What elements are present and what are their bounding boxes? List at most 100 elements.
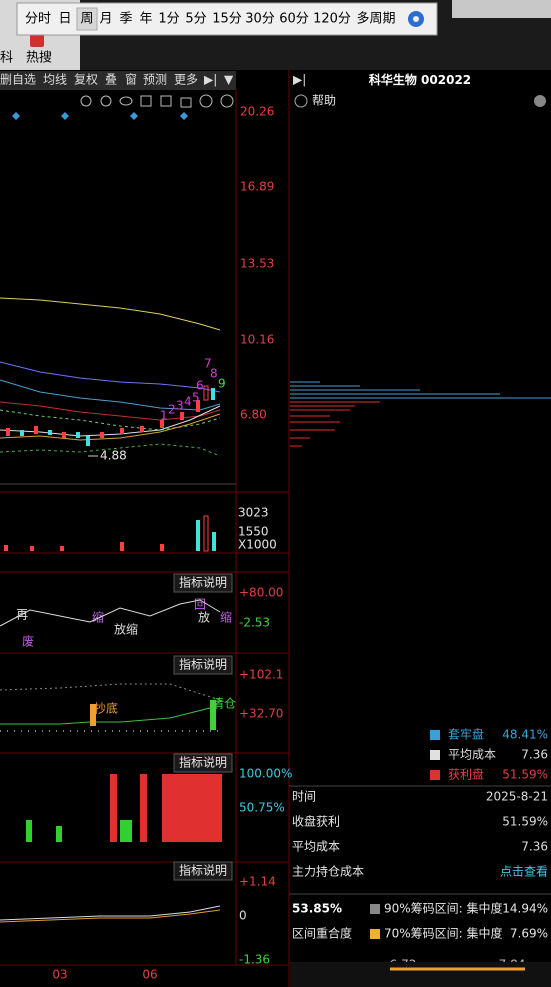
icon[interactable]: [140, 95, 152, 107]
icon[interactable]: [220, 94, 234, 108]
period-button[interactable]: 15分: [212, 12, 242, 27]
overlap-label: 区间重合度: [292, 926, 352, 941]
icon[interactable]: [199, 94, 213, 108]
legend-label: 平均成本: [448, 748, 496, 762]
volume-bar: [160, 544, 164, 551]
ma-line: [0, 297, 221, 331]
period-button[interactable]: 多周期: [356, 11, 395, 27]
candle: [120, 428, 124, 434]
period-button[interactable]: 1分: [158, 12, 179, 27]
period-button[interactable]: 5分: [185, 12, 206, 27]
volume-bars: [4, 515, 216, 552]
band-value: 7.69%: [510, 927, 548, 941]
candle: [76, 432, 80, 438]
chip-distribution: [290, 381, 551, 447]
period-button[interactable]: 60分: [279, 12, 309, 27]
candle: [86, 436, 90, 446]
candle: [100, 432, 104, 438]
indicator-help-label[interactable]: 指标说明: [179, 863, 227, 878]
chart-tool[interactable]: 窗: [125, 73, 137, 87]
ma-line: [0, 409, 221, 431]
period-button[interactable]: 日: [58, 12, 71, 27]
indicator-label: 废: [22, 634, 34, 649]
toolbar-collapse[interactable]: ▶|: [204, 73, 217, 87]
side-tab[interactable]: 热搜: [26, 51, 52, 66]
period-button[interactable]: 年: [139, 12, 152, 27]
icon[interactable]: [119, 96, 133, 106]
legend-swatch: [430, 750, 440, 760]
icon[interactable]: [180, 97, 192, 108]
stock-code: 002022: [421, 73, 471, 87]
candle: [6, 428, 10, 436]
info-value: 51.59%: [502, 815, 548, 829]
indicator-label: 放缩: [114, 622, 138, 637]
indicator-tick-label: 50.75%: [239, 801, 285, 815]
chart-tool[interactable]: 叠: [105, 73, 117, 87]
ma-line: [0, 361, 221, 393]
sequence-label: 1: [160, 409, 168, 423]
sequence-label: 3: [176, 399, 184, 413]
icon[interactable]: [160, 95, 172, 107]
indicator-tick-label: -1.36: [239, 953, 270, 967]
chart-tool[interactable]: 复权: [74, 73, 98, 87]
period-button[interactable]: 季: [119, 12, 132, 27]
indicator-line: [0, 905, 221, 921]
info-value[interactable]: 点击查看: [500, 865, 548, 879]
candle: [196, 400, 200, 412]
indicator-label: 抄底: [94, 701, 118, 716]
icon[interactable]: [80, 95, 92, 107]
indicator-help-button[interactable]: [173, 861, 233, 881]
band-label: 90%筹码区间: 集中度: [384, 901, 503, 916]
volume-tick-label: X1000: [238, 538, 277, 552]
price-tick-label: 20.26: [240, 105, 274, 119]
help-icon[interactable]: [294, 94, 308, 108]
indicator-label: 缩: [92, 610, 104, 625]
signal-bar: [90, 704, 96, 726]
volume-tick-label: 3023: [238, 506, 269, 520]
indicator-help-button[interactable]: [173, 573, 233, 593]
sequence-label: 6: [196, 379, 204, 393]
indicator-help-button[interactable]: [173, 753, 233, 773]
indicator-help-label[interactable]: 指标说明: [179, 755, 227, 770]
hot-search-icon[interactable]: [30, 33, 44, 47]
indicator-tick-label: +80.00: [239, 586, 283, 600]
panel-toggle[interactable]: ▶|: [293, 73, 306, 87]
info-value: 2025-8-21: [486, 790, 548, 804]
indicator-help-label[interactable]: 指标说明: [179, 575, 227, 590]
indicator-tick-label: +32.70: [239, 707, 283, 721]
chart-tool[interactable]: 删自选: [0, 73, 36, 87]
chart-tool[interactable]: 预测: [143, 73, 167, 87]
period-button[interactable]: 120分: [313, 12, 351, 27]
toolbar-dropdown[interactable]: ▼: [224, 73, 234, 87]
concentration-ratio: 53.85%: [292, 902, 342, 916]
volume-bar: [60, 546, 64, 551]
marker[interactable]: [12, 112, 20, 120]
band-swatch: [370, 904, 380, 914]
sequence-label: 4: [184, 395, 192, 409]
period-button[interactable]: 分时: [25, 12, 51, 27]
volume-bar: [196, 520, 200, 551]
window-buttons: [452, 0, 551, 18]
indicator-help-button[interactable]: [173, 655, 233, 675]
help[interactable]: 帮助: [312, 94, 336, 108]
candle: [203, 385, 209, 401]
indicator-help-label[interactable]: 指标说明: [179, 657, 227, 672]
marker[interactable]: [130, 112, 138, 120]
icon[interactable]: [100, 95, 112, 107]
marker[interactable]: [61, 112, 69, 120]
price-tick-label: 10.16: [240, 333, 274, 347]
candles: [6, 385, 215, 446]
period-button[interactable]: 月: [99, 12, 112, 27]
sequence-label: 8: [210, 367, 218, 381]
marker[interactable]: [180, 112, 188, 120]
period-button[interactable]: 30分: [245, 12, 275, 27]
period-button[interactable]: 周: [80, 12, 93, 27]
side-tab[interactable]: 科: [0, 51, 13, 66]
chart-tool[interactable]: 更多: [174, 73, 198, 87]
settings-gear-hole: [413, 16, 419, 22]
candle: [34, 426, 38, 434]
legend-swatch: [430, 770, 440, 780]
chart-tool[interactable]: 均线: [43, 73, 67, 87]
panel-settings[interactable]: [534, 95, 546, 107]
x-tick-label: 03: [52, 968, 67, 982]
